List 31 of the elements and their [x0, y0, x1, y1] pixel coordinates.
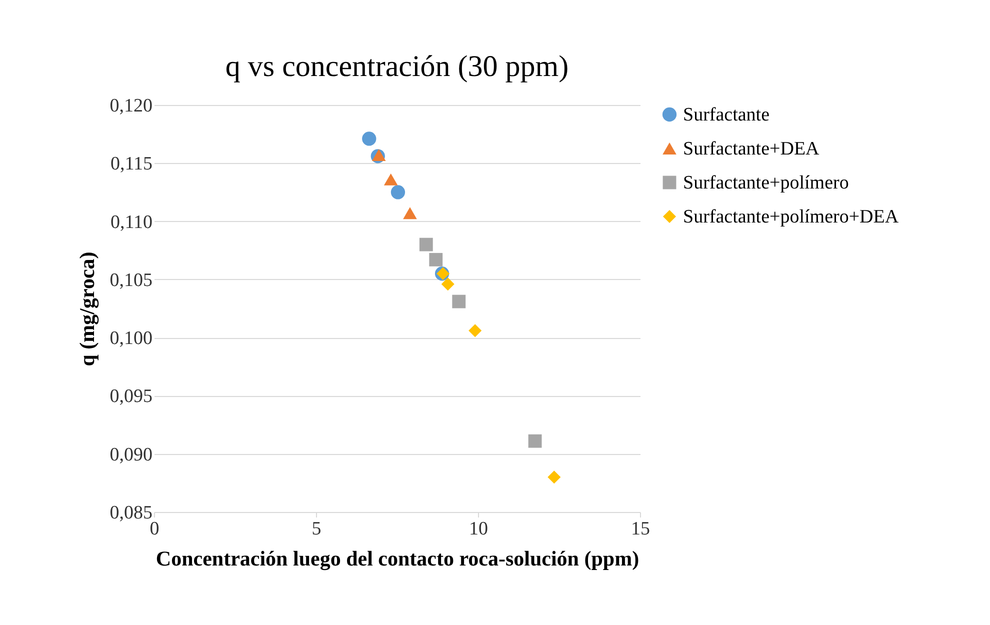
- point: [419, 238, 433, 252]
- x-axis-title: Concentración luego del contacto roca-solución (ppm): [156, 546, 640, 570]
- point: [362, 132, 376, 146]
- point: [441, 278, 454, 291]
- legend-label: Surfactante+polímero+DEA: [683, 206, 899, 228]
- y-tick-label: 0,105: [110, 270, 152, 291]
- x-tick-label: 5: [312, 518, 322, 540]
- legend-label: Surfactante+DEA: [683, 138, 820, 160]
- point: [403, 207, 417, 220]
- y-tick-label: 0,115: [110, 154, 152, 175]
- x-tick-label: 0: [150, 518, 160, 540]
- chart-title: q vs concentración (30 ppm): [225, 50, 569, 83]
- point: [468, 324, 482, 338]
- legend-label: Surfactante: [683, 104, 770, 126]
- point: [390, 185, 406, 200]
- y-tick-label: 0,090: [110, 444, 152, 466]
- y-tick-label: 0,095: [110, 386, 152, 408]
- point: [429, 252, 443, 266]
- point: [528, 434, 542, 448]
- point: [372, 149, 386, 161]
- y-tick-label: 0,110: [110, 212, 152, 233]
- x-tick-label: 15: [631, 518, 650, 540]
- y-tick-label: 0,100: [110, 328, 152, 350]
- y-tick-label: 0,120: [110, 96, 152, 116]
- legend-label: Surfactante+polímero: [683, 172, 849, 194]
- x-tick-label: 10: [469, 518, 488, 540]
- point: [384, 173, 398, 186]
- y-tick-label: 0,085: [110, 502, 152, 524]
- point: [548, 470, 561, 484]
- point: [452, 294, 466, 308]
- y-axis-title: q (mg/groca): [74, 252, 99, 366]
